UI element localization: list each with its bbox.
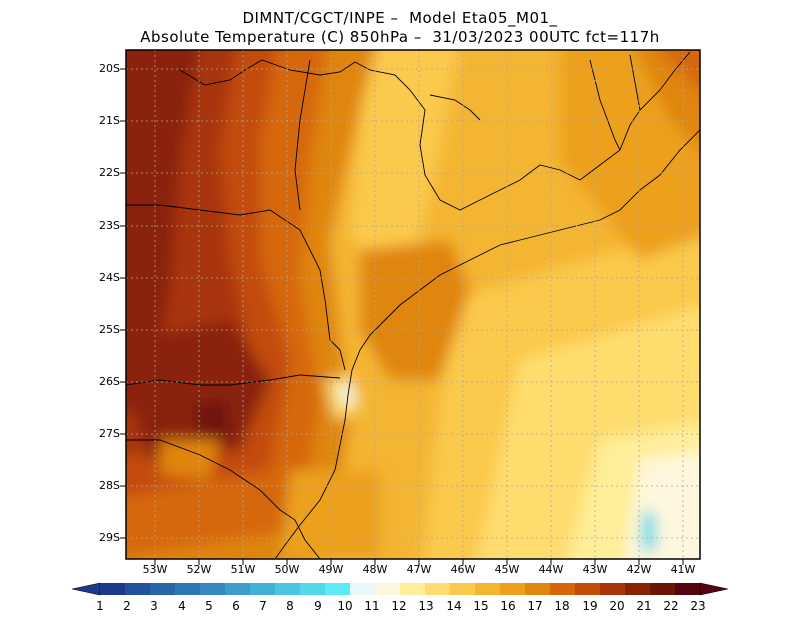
temperature-field: [126, 50, 700, 559]
colorbar-swatch: [475, 583, 501, 595]
lon-label-46w: 46W: [450, 563, 476, 576]
coastline-borders: [126, 51, 700, 559]
colorbar-swatch: [550, 583, 576, 595]
colorbar-label: 10: [337, 599, 353, 613]
colorbar: [71, 582, 729, 596]
colorbar-swatch: [325, 583, 351, 595]
lat-label-21s: 21S: [99, 114, 120, 127]
colorbar-swatch: [500, 583, 526, 595]
colorbar-swatch: [275, 583, 301, 595]
colorbar-arrow-right: [699, 582, 729, 596]
colorbar-label: 7: [259, 599, 267, 613]
colorbar-swatch: [250, 583, 276, 595]
lat-label-22s: 22S: [99, 166, 120, 179]
colorbar-label: 21: [636, 599, 652, 613]
lon-label-49w: 49W: [318, 563, 344, 576]
colorbar-swatch: [125, 583, 151, 595]
colorbar-swatch: [425, 583, 451, 595]
lat-label-29s: 29S: [99, 531, 120, 544]
lat-label-26s: 26S: [99, 375, 120, 388]
lon-label-51w: 51W: [230, 563, 256, 576]
colorbar-swatch: [675, 583, 701, 595]
colorbar-swatch: [350, 583, 376, 595]
lon-label-48w: 48W: [362, 563, 388, 576]
lat-label-28s: 28S: [99, 479, 120, 492]
colorbar-swatch: [625, 583, 651, 595]
lon-label-43w: 43W: [582, 563, 608, 576]
colorbar-label: 8: [286, 599, 294, 613]
lon-label-50w: 50W: [274, 563, 300, 576]
colorbar-label: 15: [473, 599, 489, 613]
colorbar-swatch: [375, 583, 401, 595]
title-line-2: Absolute Temperature (C) 850hPa – 31/03/…: [140, 28, 660, 46]
colorbar-label: 17: [527, 599, 543, 613]
colorbar-label: 1: [96, 599, 104, 613]
lon-label-45w: 45W: [494, 563, 520, 576]
axis-ticks: [120, 68, 684, 565]
lat-label-25s: 25S: [99, 323, 120, 336]
colorbar-label: 6: [232, 599, 240, 613]
colorbar-label: 14: [446, 599, 462, 613]
colorbar-swatch: [200, 583, 226, 595]
lat-label-27s: 27S: [99, 427, 120, 440]
colorbar-swatch: [450, 583, 476, 595]
graticule: [126, 50, 700, 559]
colorbar-label: 4: [178, 599, 186, 613]
lon-label-53w: 53W: [142, 563, 168, 576]
lon-label-41w: 41W: [670, 563, 696, 576]
lat-label-20s: 20S: [99, 62, 120, 75]
lon-label-42w: 42W: [626, 563, 652, 576]
colorbar-swatch: [575, 583, 601, 595]
colorbar-swatch: [400, 583, 426, 595]
lon-label-47w: 47W: [406, 563, 432, 576]
colorbar-label: 22: [663, 599, 679, 613]
lat-label-23s: 23S: [99, 219, 120, 232]
colorbar-swatch: [175, 583, 201, 595]
lon-label-44w: 44W: [538, 563, 564, 576]
colorbar-label: 13: [418, 599, 434, 613]
map-frame: [125, 49, 701, 560]
title-line-1: DIMNT/CGCT/INPE – Model Eta05_M01_: [242, 9, 558, 27]
lon-label-52w: 52W: [186, 563, 212, 576]
colorbar-label: 9: [314, 599, 322, 613]
colorbar-label: 19: [582, 599, 598, 613]
colorbar-label: 12: [391, 599, 407, 613]
colorbar-swatch: [100, 583, 126, 595]
colorbar-swatch: [600, 583, 626, 595]
colorbar-arrow-left: [71, 582, 101, 596]
colorbar-label: 5: [205, 599, 213, 613]
colorbar-swatch: [150, 583, 176, 595]
colorbar-swatch: [650, 583, 676, 595]
colorbar-label: 3: [150, 599, 158, 613]
colorbar-swatch: [525, 583, 551, 595]
colorbar-label: 11: [364, 599, 380, 613]
colorbar-label: 20: [609, 599, 625, 613]
lat-label-24s: 24S: [99, 271, 120, 284]
colorbar-swatch: [300, 583, 326, 595]
colorbar-label: 23: [690, 599, 706, 613]
colorbar-label: 16: [500, 599, 516, 613]
colorbar-label: 2: [123, 599, 131, 613]
colorbar-label: 18: [554, 599, 570, 613]
colorbar-swatch: [225, 583, 251, 595]
